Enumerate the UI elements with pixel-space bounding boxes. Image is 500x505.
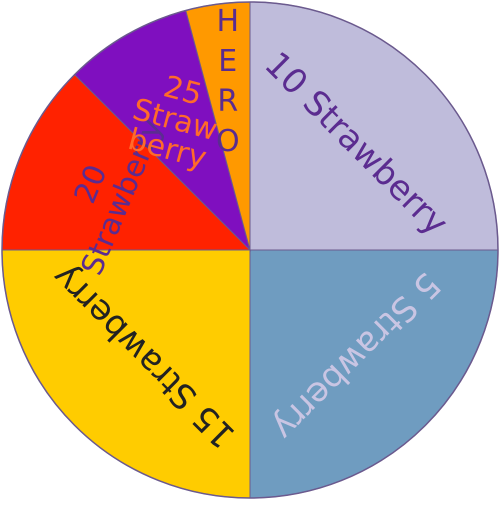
wheel-label-line: R	[217, 84, 238, 119]
wheel-label-line: E	[218, 44, 237, 79]
wheel-label-line: H	[217, 4, 240, 39]
wheel-segment-3	[1, 249, 251, 499]
wheel-label-line: O	[216, 124, 240, 159]
wheel-segment-2	[249, 249, 499, 499]
wheel-segment-1	[249, 1, 499, 251]
